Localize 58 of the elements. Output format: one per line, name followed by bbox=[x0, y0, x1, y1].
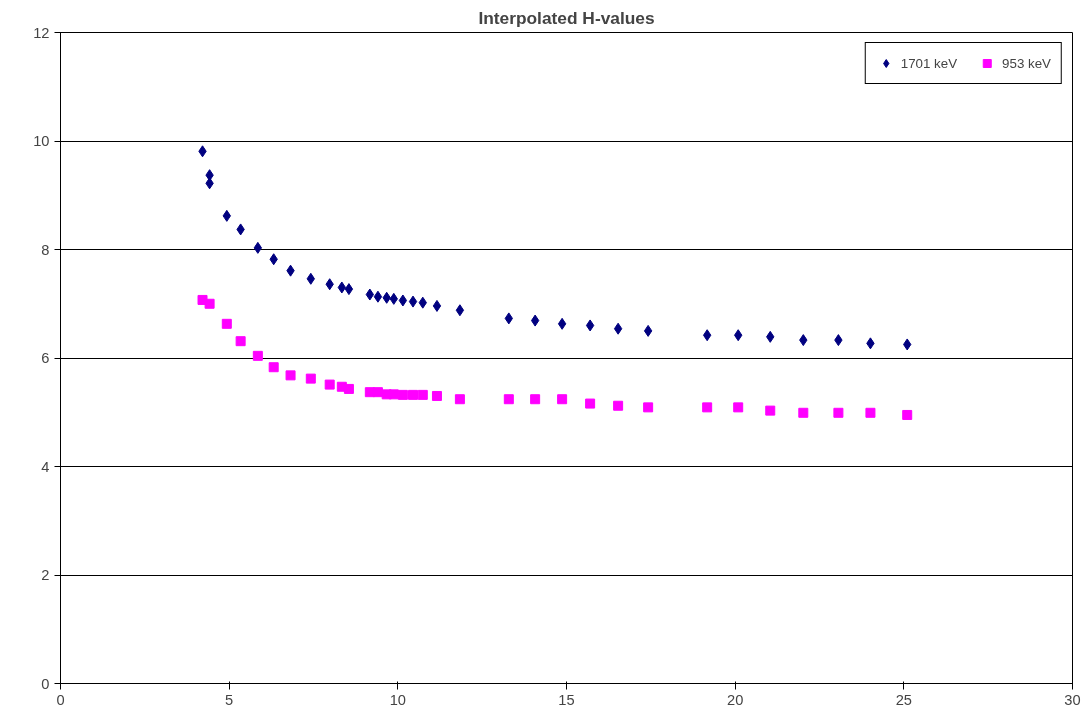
point bbox=[585, 319, 595, 332]
point bbox=[373, 290, 383, 303]
x-tick-label: 10 bbox=[389, 691, 406, 708]
point bbox=[372, 387, 383, 398]
point bbox=[344, 283, 354, 296]
y-tick-label: 4 bbox=[41, 458, 50, 475]
point bbox=[613, 322, 623, 335]
point bbox=[643, 324, 653, 337]
y-tick-label: 10 bbox=[33, 133, 50, 149]
point bbox=[285, 370, 296, 381]
y-tick-label: 2 bbox=[41, 567, 50, 583]
point bbox=[557, 394, 568, 405]
point bbox=[765, 405, 776, 416]
point bbox=[388, 389, 399, 400]
point bbox=[557, 317, 567, 330]
point bbox=[408, 295, 418, 308]
point bbox=[454, 394, 465, 405]
point bbox=[455, 304, 465, 317]
point bbox=[702, 402, 713, 413]
point bbox=[585, 398, 596, 409]
point bbox=[324, 379, 335, 390]
y-tick-label: 6 bbox=[41, 350, 50, 366]
point bbox=[268, 362, 279, 373]
point bbox=[235, 336, 246, 347]
point bbox=[408, 389, 419, 400]
point bbox=[432, 299, 442, 312]
x-tick-label: 0 bbox=[56, 691, 65, 708]
point bbox=[530, 394, 541, 405]
point bbox=[252, 350, 263, 361]
point bbox=[613, 400, 624, 411]
point bbox=[305, 373, 316, 384]
point bbox=[343, 383, 354, 394]
y-tick-label: 0 bbox=[41, 675, 50, 692]
x-tick-label: 30 bbox=[1064, 691, 1081, 708]
y-tick-label: 12 bbox=[33, 24, 50, 41]
y-tick-label: 8 bbox=[41, 241, 50, 258]
point bbox=[833, 407, 844, 418]
point bbox=[431, 390, 442, 401]
x-tick-label: 20 bbox=[727, 691, 744, 708]
x-tick-label: 15 bbox=[558, 691, 575, 708]
point bbox=[530, 314, 540, 327]
point bbox=[204, 298, 215, 309]
point bbox=[417, 389, 428, 400]
point bbox=[865, 407, 876, 418]
legend-label: 1701 keV bbox=[900, 55, 958, 71]
point bbox=[398, 294, 408, 307]
chart-title: Interpolated H-values bbox=[478, 7, 655, 28]
point bbox=[253, 241, 263, 254]
point bbox=[221, 318, 232, 329]
x-tick-label: 25 bbox=[895, 691, 912, 708]
point bbox=[397, 389, 408, 400]
legend-label: 953 keV bbox=[1002, 55, 1051, 71]
point bbox=[643, 402, 654, 413]
point bbox=[503, 394, 514, 405]
point bbox=[902, 409, 913, 420]
point bbox=[798, 407, 809, 418]
point bbox=[733, 402, 744, 413]
x-tick-label: 5 bbox=[225, 691, 234, 708]
